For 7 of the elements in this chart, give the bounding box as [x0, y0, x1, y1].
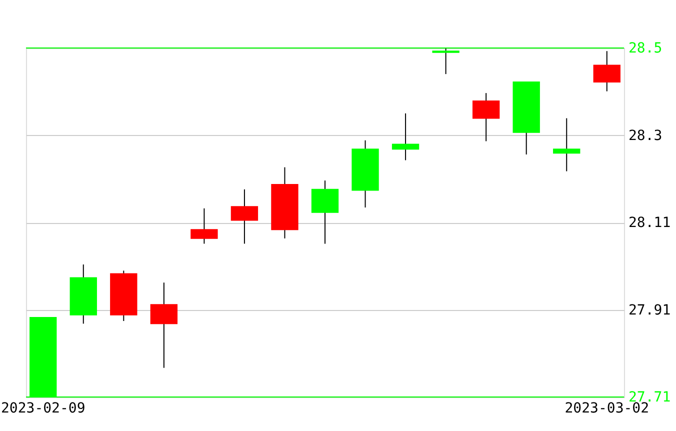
- candlestick: [553, 118, 580, 172]
- candlestick: [392, 112, 420, 161]
- y-tick-label: 27.91: [628, 302, 671, 318]
- x-tick-label: 2023-02-09: [0, 400, 86, 416]
- y-tick-label: 28.3: [628, 128, 662, 144]
- y-tick-label: 28.5: [628, 40, 662, 56]
- y-tick-label: 28.11: [628, 215, 671, 231]
